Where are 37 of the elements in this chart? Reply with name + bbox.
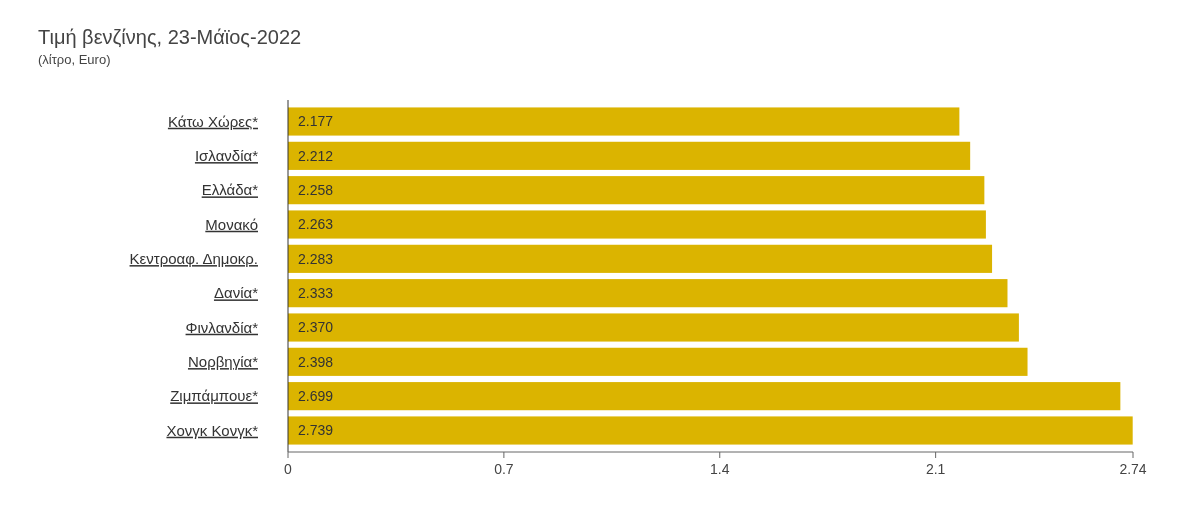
data-label: 2.263 — [298, 216, 334, 233]
bar — [288, 279, 1008, 308]
data-label: 2.739 — [298, 422, 334, 439]
bar — [288, 313, 1019, 342]
y-tick-label: Φινλανδία* — [185, 318, 259, 336]
bar — [288, 244, 993, 273]
x-tick-label: 2.1 — [925, 461, 946, 477]
y-tick-label: Χονγκ Κονγκ* — [166, 421, 259, 439]
y-tick-label: Ζιμπάμπουε* — [170, 387, 259, 405]
bar — [288, 210, 986, 239]
y-tick-label: Νορβηγία* — [187, 353, 259, 371]
bar — [288, 176, 985, 205]
y-tick-label: Κεντροαφ. Δημοκρ. — [129, 250, 258, 268]
data-label: 2.370 — [298, 319, 334, 336]
x-tick-label: 1.4 — [710, 461, 730, 477]
x-tick-label: 0.7 — [494, 461, 514, 477]
chart-title: Τιμή βενζίνης, 23-Μάϊος-2022 — [38, 26, 302, 48]
bar — [288, 416, 1133, 445]
y-tick-label: Δανία* — [213, 284, 259, 302]
y-tick-label: Ελλάδα* — [201, 181, 259, 199]
y-tick-label: Μονακό — [205, 215, 258, 233]
y-tick-label: Ισλανδία* — [194, 147, 259, 165]
bar — [288, 107, 960, 136]
data-label: 2.212 — [298, 147, 334, 164]
y-tick-label: Κάτω Χώρες* — [167, 112, 259, 130]
x-tick-label: 2.74 — [1119, 461, 1147, 477]
bar — [288, 141, 971, 170]
data-label: 2.177 — [298, 113, 334, 130]
data-label: 2.398 — [298, 353, 334, 370]
data-label: 2.333 — [298, 285, 334, 302]
bar — [288, 347, 1028, 376]
text: (λίτρο, Euro) — [38, 52, 111, 67]
data-label: 2.283 — [298, 250, 334, 267]
bar — [288, 382, 1121, 411]
x-tick-label: 0 — [284, 461, 293, 477]
data-label: 2.699 — [298, 388, 334, 405]
data-label: 2.258 — [298, 182, 334, 199]
